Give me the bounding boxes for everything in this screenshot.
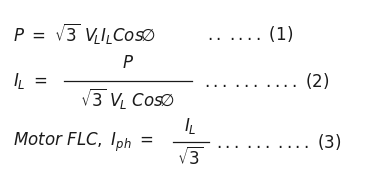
Text: $...\ ...\ ....\ (3)$: $...\ ...\ ....\ (3)$ — [216, 132, 341, 152]
Text: $Motor\ FLC,\ I_{ph}\ =$: $Motor\ FLC,\ I_{ph}\ =$ — [13, 131, 153, 154]
Text: $..\ ....\ (1)$: $..\ ....\ (1)$ — [207, 24, 293, 44]
Text: $I_L$: $I_L$ — [184, 116, 197, 136]
Text: $\sqrt{3}\ V_{\!L}\ Cos\!\emptyset$: $\sqrt{3}\ V_{\!L}\ Cos\!\emptyset$ — [80, 86, 175, 111]
Text: $P$: $P$ — [122, 54, 134, 72]
Text: $I_L \ =$: $I_L \ =$ — [13, 71, 47, 91]
Text: $P \ = \ \sqrt{3}\ V_{\!L} I_L Cos\!\emptyset$: $P \ = \ \sqrt{3}\ V_{\!L} I_L Cos\!\emp… — [13, 21, 155, 46]
Text: $...\ ...\ ....\ (2)$: $...\ ...\ ....\ (2)$ — [204, 71, 329, 91]
Text: $\sqrt{3}$: $\sqrt{3}$ — [178, 147, 204, 169]
